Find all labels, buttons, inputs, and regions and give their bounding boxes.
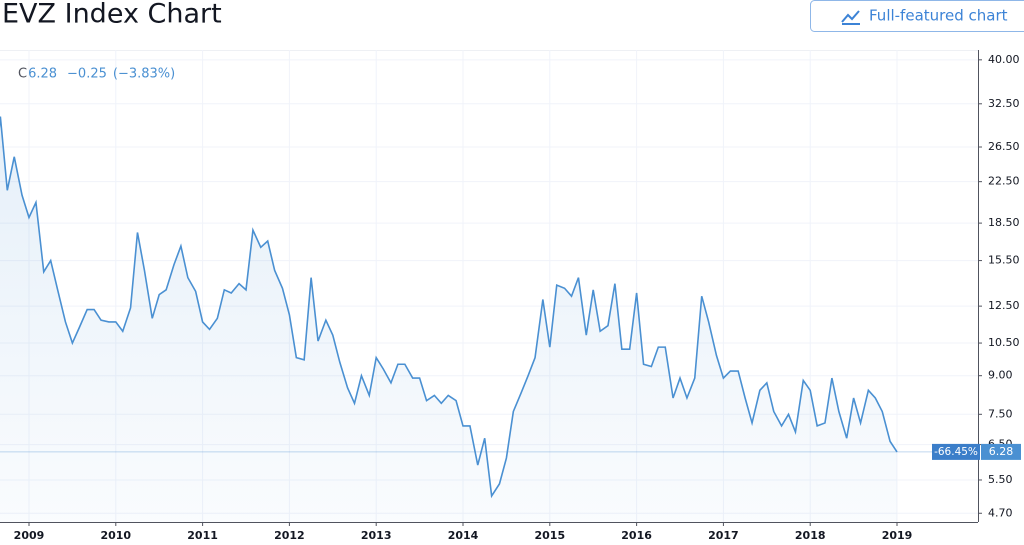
area [0, 116, 898, 522]
y-tick-label: 18.50 [988, 216, 1020, 229]
x-tick-label: 2015 [534, 529, 565, 542]
x-tick-label: 2010 [100, 529, 131, 542]
y-tick-label: 40.00 [988, 53, 1020, 66]
x-tick-label: 2012 [274, 529, 305, 542]
last-change-label: -66.45% [934, 446, 978, 458]
full-chart-button[interactable]: Full-featured chart [810, 0, 1024, 32]
line [0, 116, 898, 499]
y-tick-label: 9.00 [988, 369, 1013, 382]
y-tick-label: 32.50 [988, 97, 1020, 110]
last-price-box [981, 443, 1021, 460]
x-tick-label: 2017 [708, 529, 739, 542]
last-change-box [932, 443, 980, 460]
legend-change: −0.25 [67, 67, 107, 82]
axes: 4.705.506.507.509.0010.5012.5015.5018.50… [14, 53, 1020, 542]
button-frame[interactable] [810, 0, 1024, 32]
x-tick-label: 2011 [187, 529, 218, 542]
y-tick-label: 5.50 [988, 473, 1013, 486]
y-tick-label: 10.50 [988, 336, 1020, 349]
x-tick-label: 2019 [882, 529, 913, 542]
x-tick-label: 2013 [361, 529, 392, 542]
y-tick-label: 12.50 [988, 299, 1020, 312]
y-tick-label: 15.50 [988, 254, 1020, 267]
legend-close: 6.28 [28, 67, 57, 82]
y-tick-label: 4.70 [988, 506, 1013, 519]
last-price-label: 6.28 [989, 445, 1014, 458]
button-icon[interactable] [841, 10, 860, 25]
legend-label: C [18, 67, 27, 82]
x-tick-label: 2014 [448, 529, 479, 542]
y-tick-label: 22.50 [988, 175, 1020, 188]
page-title: EVZ Index Chart [2, 0, 222, 30]
plot-area [0, 116, 978, 522]
x-tick-label: 2009 [14, 529, 45, 542]
x-tick-label: 2016 [621, 529, 652, 542]
button-label[interactable]: Full-featured chart [869, 7, 1008, 25]
y-tick-label: 7.50 [988, 407, 1013, 420]
legend-change-pct: (−3.83%) [113, 67, 175, 82]
y-tick-label: 26.50 [988, 140, 1020, 153]
x-tick-label: 2018 [795, 529, 826, 542]
